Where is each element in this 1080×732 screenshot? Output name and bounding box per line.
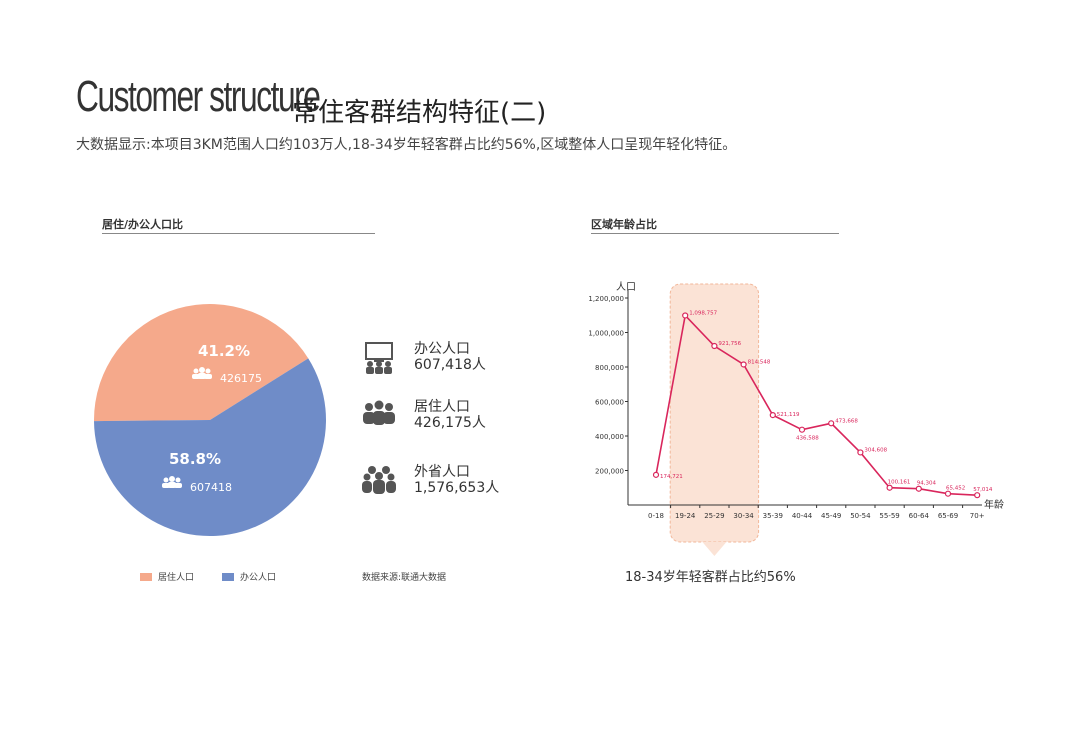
page-subtitle: 大数据显示:本项目3KM范围人口约103万人,18-34岁年轻客群占比约56%,… (76, 137, 737, 153)
x-tick-label: 65-69 (938, 512, 958, 520)
y-tick-label: 600,000 (595, 399, 624, 407)
pie-chart: 41.2% 426175 58.8% 607418 (94, 304, 327, 536)
data-label: 94,304 (917, 481, 937, 487)
data-label: 473,668 (835, 418, 858, 424)
data-point (915, 485, 922, 492)
pie-label-percent-office: 58.8% (169, 450, 221, 468)
stat-resident: 居住人口 426,175人 (362, 399, 486, 431)
pie-section-title: 居住/办公人口比 (102, 218, 184, 231)
y-tick-label: 800,000 (595, 364, 624, 372)
x-tick-label: 25-29 (704, 512, 724, 520)
stat-out-of-province: 外省人口 1,576,653人 (362, 464, 499, 496)
x-tick-label: 40-44 (792, 512, 813, 520)
y-tick-label: 200,000 (595, 468, 624, 476)
data-label: 1,098,757 (689, 310, 717, 316)
data-label: 814,548 (748, 359, 771, 365)
x-tick-label: 45-49 (821, 512, 841, 520)
data-point (682, 312, 689, 319)
highlight-callout-pointer (702, 542, 727, 556)
data-label: 304,608 (864, 447, 887, 453)
stat-office-value: 607,418人 (414, 357, 486, 373)
line-section-title: 区域年龄占比 (591, 218, 657, 231)
x-tick-label: 0-18 (648, 512, 664, 520)
y-tick-label: 400,000 (595, 433, 624, 441)
y-tick-label: 1,000,000 (588, 330, 624, 338)
legend-label-residential: 居住人口 (158, 573, 195, 583)
out-of-province-people-icon (362, 466, 396, 494)
x-tick-label: 30-34 (733, 512, 754, 520)
data-label: 65,452 (946, 486, 965, 492)
legend-residential: 居住人口 (140, 570, 194, 583)
pie-label-percent-residential: 41.2% (198, 342, 250, 360)
legend-office: 办公人口 (222, 570, 276, 583)
legend-swatch-office (222, 572, 234, 581)
people-icon-office (162, 476, 182, 488)
stat-office-label: 办公人口 (414, 341, 470, 357)
data-point (711, 342, 718, 350)
resident-people-icon (363, 400, 395, 425)
pie-label-value-office: 607418 (190, 481, 232, 494)
line-section-divider (591, 233, 839, 234)
data-point (944, 490, 952, 497)
data-point (740, 361, 747, 368)
x-axis-label: 年龄 (984, 498, 1004, 511)
data-point (974, 492, 981, 499)
y-axis-label: 人口 (616, 281, 636, 293)
data-point (652, 471, 660, 478)
stat-resident-label: 居住人口 (414, 399, 470, 415)
pie-slice-office (94, 358, 327, 536)
age-line-chart: 200,000 400,000 600,000 800,000 1,000,000 1,2… (588, 281, 1004, 556)
x-tick-label: 60-64 (909, 512, 930, 520)
data-source-note: 数据来源:联通大数据 (362, 573, 447, 583)
people-icon-residential (192, 367, 212, 379)
pie-slice-residential (94, 304, 309, 422)
x-tick-label: 35-39 (763, 512, 783, 520)
data-point (886, 484, 893, 491)
data-point (828, 420, 835, 427)
data-point (769, 412, 776, 419)
page-title-cn: 常住客群结构特征(二) (292, 98, 547, 128)
legend-swatch-residential (140, 572, 152, 581)
office-people-icon (365, 342, 393, 374)
young-group-callout: 18-34岁年轻客群占比约56% (625, 570, 796, 585)
x-tick-label: 70+ (970, 512, 985, 520)
y-tick-label: 1,200,000 (588, 295, 624, 303)
x-tick-label: 50-54 (850, 512, 871, 520)
data-label: 921,756 (718, 341, 741, 347)
stat-office: 办公人口 607,418人 (362, 341, 486, 375)
stat-out-of-province-value: 1,576,653人 (414, 480, 500, 496)
legend-label-office: 办公人口 (240, 573, 277, 583)
pie-section-divider (102, 233, 375, 234)
data-label: 174,721 (660, 474, 683, 480)
x-tick-label: 19-24 (675, 512, 696, 520)
data-label: 100,161 (888, 480, 911, 486)
age-series-line (655, 313, 978, 496)
pie-label-value-residential: 426175 (220, 372, 262, 385)
x-tick-label: 55-59 (879, 512, 899, 520)
stat-resident-value: 426,175人 (414, 415, 486, 431)
data-label: 57,014 (973, 487, 993, 493)
data-label: 521,119 (777, 412, 800, 418)
data-label: 436,588 (796, 436, 819, 442)
page-title-en: Customer structure (76, 72, 321, 121)
data-point (798, 426, 806, 433)
stat-out-of-province-label: 外省人口 (414, 464, 470, 480)
data-point (857, 449, 864, 456)
